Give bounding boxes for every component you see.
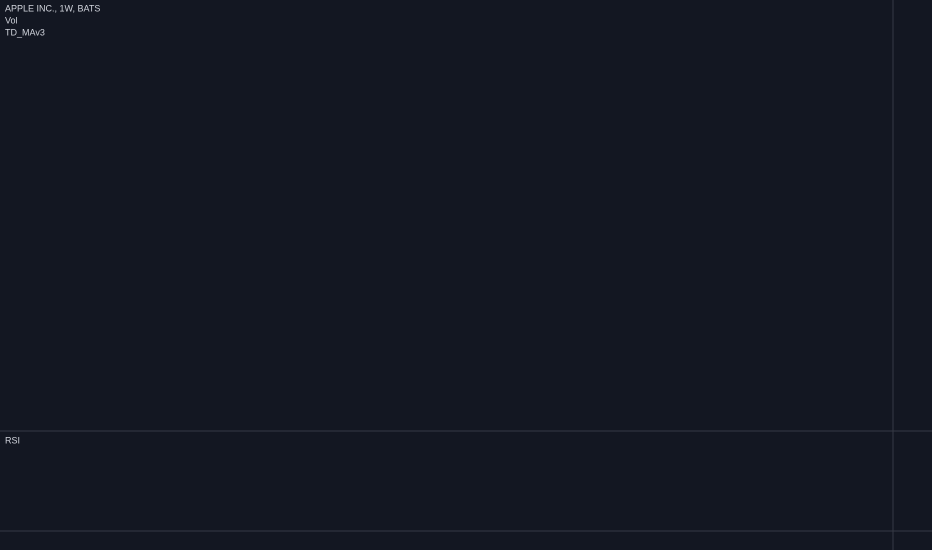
indicator-label: Vol — [5, 15, 18, 25]
rsi-title: RSI — [5, 435, 20, 445]
indicator-label: TD_MAv3 — [5, 27, 45, 37]
chart-title: APPLE INC., 1W, BATS — [5, 3, 100, 13]
